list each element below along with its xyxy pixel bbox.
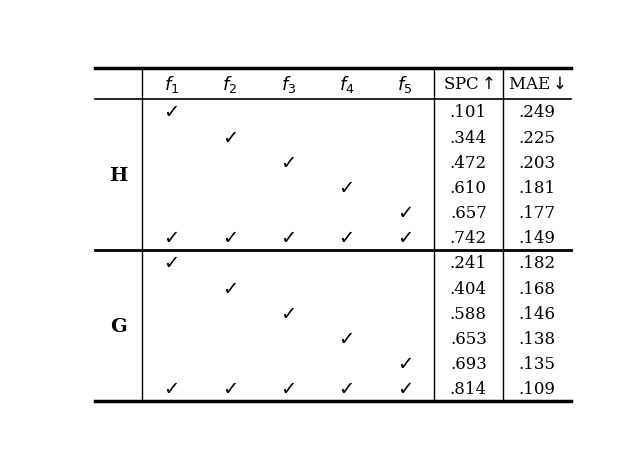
Text: $f_4$: $f_4$ bbox=[339, 74, 355, 95]
Text: .344: .344 bbox=[450, 129, 487, 146]
Text: .109: .109 bbox=[518, 381, 556, 397]
Text: $f_5$: $f_5$ bbox=[397, 74, 413, 95]
Text: ✓: ✓ bbox=[280, 153, 296, 172]
Text: ✓: ✓ bbox=[339, 229, 355, 248]
Text: .404: .404 bbox=[450, 280, 487, 297]
Text: ✓: ✓ bbox=[221, 279, 238, 298]
Text: ✓: ✓ bbox=[397, 204, 413, 223]
Text: .182: .182 bbox=[518, 255, 556, 272]
Text: ✓: ✓ bbox=[397, 380, 413, 398]
Text: ✓: ✓ bbox=[339, 380, 355, 398]
Text: .610: .610 bbox=[450, 179, 487, 196]
Text: ✓: ✓ bbox=[280, 229, 296, 248]
Text: .225: .225 bbox=[518, 129, 556, 146]
Text: ✓: ✓ bbox=[221, 128, 238, 147]
Text: H: H bbox=[109, 167, 128, 185]
Text: .653: .653 bbox=[450, 330, 487, 347]
Text: ✓: ✓ bbox=[397, 229, 413, 248]
Text: $f_3$: $f_3$ bbox=[280, 74, 296, 95]
Text: .657: .657 bbox=[450, 205, 487, 222]
Text: .181: .181 bbox=[518, 179, 556, 196]
Text: G: G bbox=[110, 317, 127, 335]
Text: .138: .138 bbox=[518, 330, 556, 347]
Text: .241: .241 bbox=[450, 255, 487, 272]
Text: $f_2$: $f_2$ bbox=[222, 74, 237, 95]
Text: .203: .203 bbox=[518, 154, 556, 171]
Text: .177: .177 bbox=[518, 205, 556, 222]
Text: ✓: ✓ bbox=[163, 103, 180, 122]
Text: ✓: ✓ bbox=[221, 229, 238, 248]
Text: ✓: ✓ bbox=[221, 380, 238, 398]
Text: SPC$\uparrow$: SPC$\uparrow$ bbox=[443, 76, 494, 93]
Text: $f_1$: $f_1$ bbox=[164, 74, 179, 95]
Text: .814: .814 bbox=[450, 381, 487, 397]
Text: .101: .101 bbox=[450, 104, 487, 121]
Text: .249: .249 bbox=[518, 104, 556, 121]
Text: MAE$\downarrow$: MAE$\downarrow$ bbox=[508, 76, 565, 93]
Text: ✓: ✓ bbox=[397, 354, 413, 373]
Text: ✓: ✓ bbox=[280, 304, 296, 323]
Text: ✓: ✓ bbox=[163, 380, 180, 398]
Text: ✓: ✓ bbox=[163, 229, 180, 248]
Text: .146: .146 bbox=[518, 305, 556, 322]
Text: .168: .168 bbox=[518, 280, 556, 297]
Text: .472: .472 bbox=[450, 154, 487, 171]
Text: ✓: ✓ bbox=[339, 179, 355, 197]
Text: ✓: ✓ bbox=[280, 380, 296, 398]
Text: .135: .135 bbox=[518, 355, 556, 372]
Text: ✓: ✓ bbox=[339, 329, 355, 348]
Text: .693: .693 bbox=[450, 355, 487, 372]
Text: .149: .149 bbox=[518, 230, 556, 246]
Text: ✓: ✓ bbox=[163, 254, 180, 273]
Text: .742: .742 bbox=[450, 230, 487, 246]
Text: .588: .588 bbox=[450, 305, 487, 322]
